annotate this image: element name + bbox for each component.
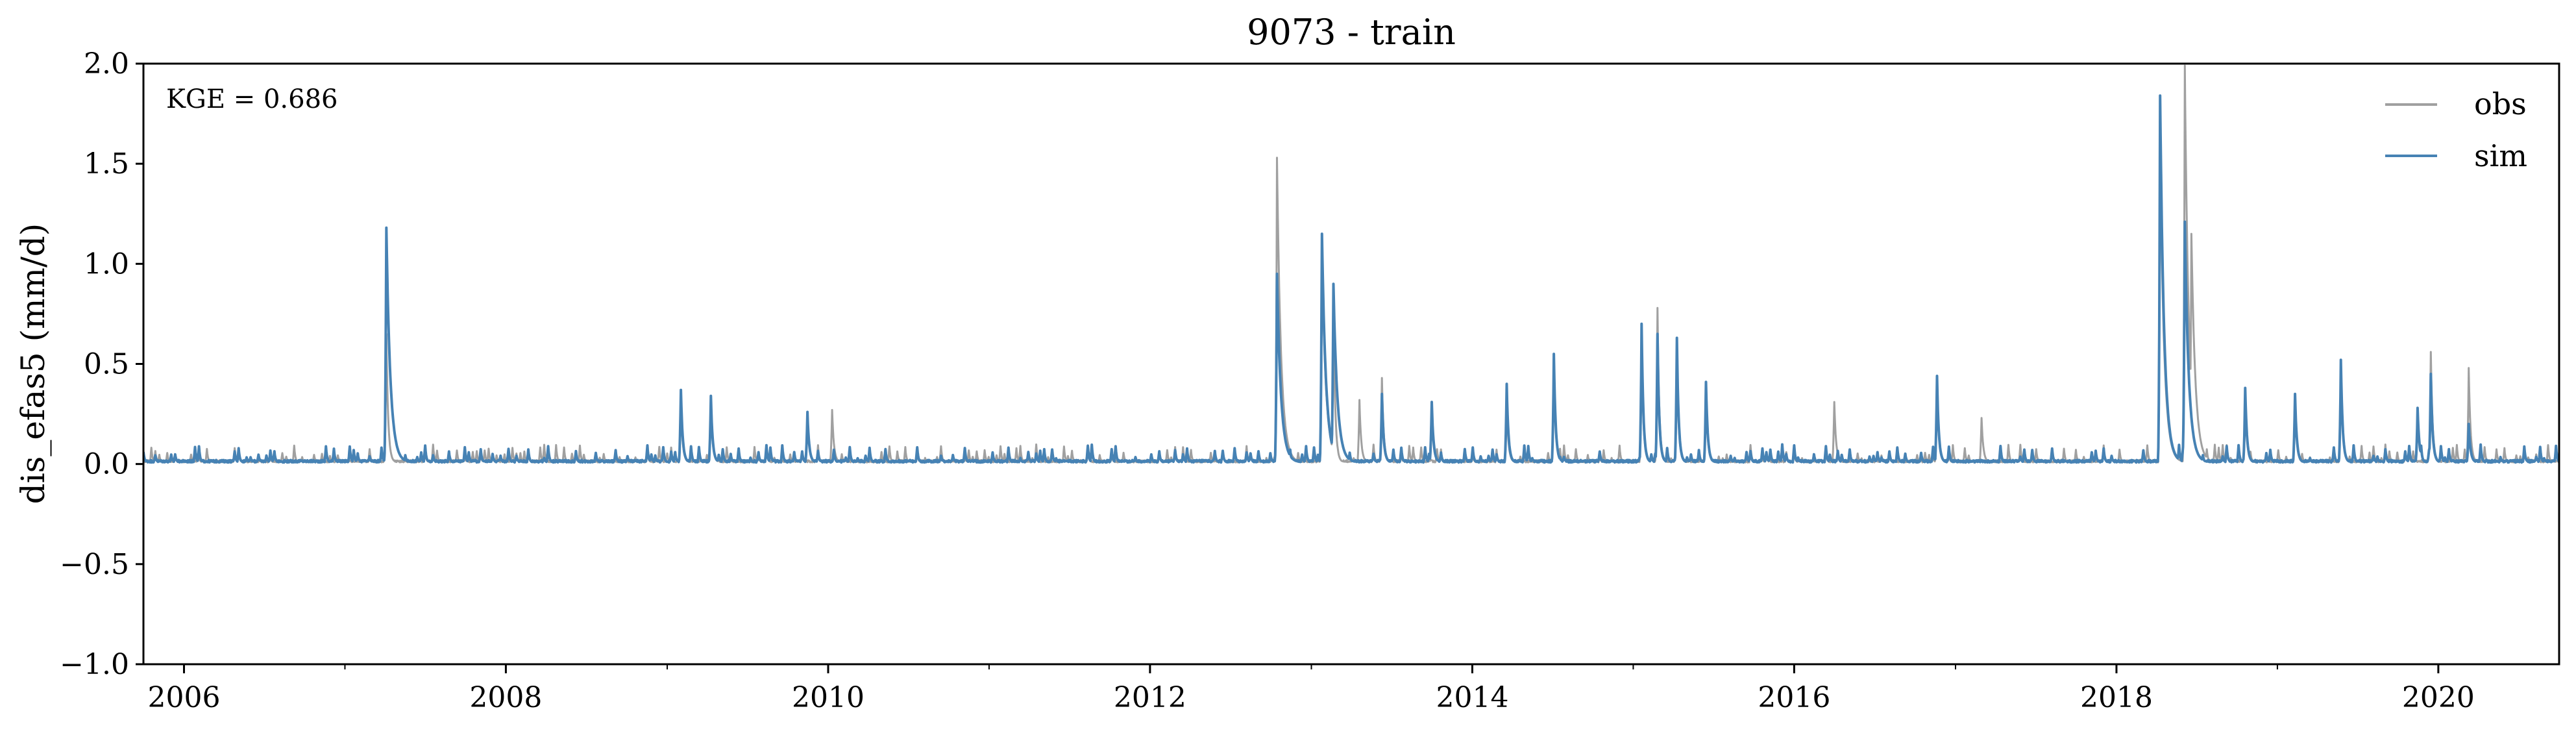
series-line-sim [143,94,2559,464]
y-tick-label: −1.0 [60,648,129,681]
x-tick-label: 2020 [2402,681,2475,714]
series-layer [143,64,2559,464]
x-tick-label: 2018 [2080,681,2153,714]
x-tick-label: 2006 [148,681,221,714]
x-tick-label: 2014 [1436,681,1508,714]
kge-annotation: KGE = 0.686 [166,84,338,114]
legend-obs-label: obs [2474,86,2527,121]
y-axis: −1.0 −0.5 0.0 0.5 1.0 1.5 2.0 [60,47,143,681]
chart-title: 9073 - train [1247,12,1456,53]
x-tick-label: 2008 [469,681,542,714]
x-tick-label: 2012 [1114,681,1186,714]
y-tick-label: 1.0 [84,247,129,280]
x-tick-label: 2010 [792,681,865,714]
y-tick-label: 2.0 [84,47,129,81]
legend: obs sim [2385,86,2527,173]
x-tick-label: 2016 [1758,681,1830,714]
x-axis: 2006 2008 2010 2012 2014 2016 2018 2020 [148,664,2475,714]
y-tick-label: 0.0 [84,448,129,481]
y-tick-label: −0.5 [60,548,129,581]
y-tick-label: 0.5 [84,348,129,381]
y-tick-label: 1.5 [84,147,129,181]
y-axis-label: dis_efas5 (mm/d) [14,223,52,505]
legend-sim-label: sim [2474,138,2527,173]
